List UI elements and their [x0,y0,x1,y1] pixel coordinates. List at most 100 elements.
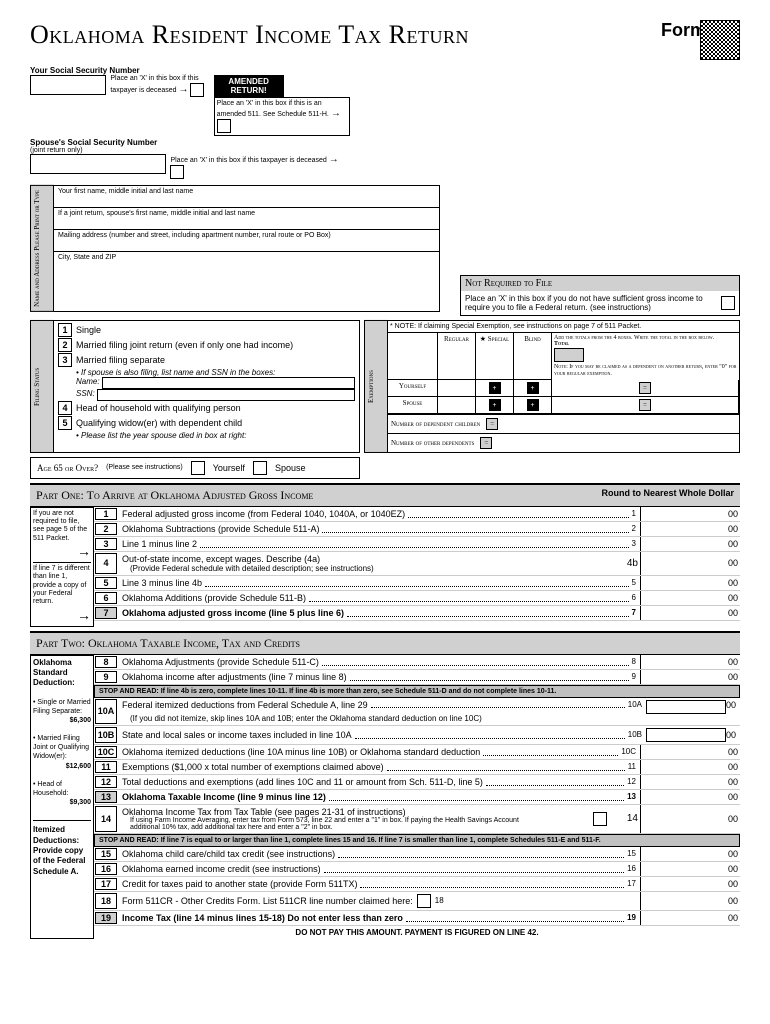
line-11-amount[interactable]: 00 [640,760,740,774]
line-2-amount[interactable]: 00 [640,522,740,536]
not-required-box: Not Required to File Place an 'X' in thi… [460,275,740,316]
arrow-icon: → [33,607,91,624]
header: Oklahoma Resident Income Tax Return Form… [30,20,740,62]
line-3-amount[interactable]: 00 [640,537,740,551]
part-one-header: Part One: To Arrive at Oklahoma Adjusted… [30,483,740,507]
spouse-regular[interactable] [438,397,476,414]
arrow-icon [331,111,341,118]
amended-title: AMENDEDRETURN! [214,75,284,97]
spouse-filing-note: • If spouse is also filing, list name an… [76,368,355,377]
your-ssn-label: Your Social Security Number [30,66,350,75]
filing-exemptions-row: Filing Status 1Single 2Married filing jo… [30,320,740,453]
main-title: Oklahoma Resident Income Tax Return [30,20,469,50]
ssn-section: Your Social Security Number Place an 'X'… [30,66,740,181]
line-5-amount[interactable]: 00 [640,576,740,590]
part-one-sidebar: If you are not required to file, see pag… [30,507,94,627]
line-14-box[interactable] [593,812,607,826]
spouse-ssn-label: Spouse's Social Security Number [30,138,350,147]
deceased-note-2: Place an 'X' in this box if this taxpaye… [170,154,350,179]
total-exemptions-box[interactable] [554,348,584,362]
part-two-lines: 8Oklahoma Adjustments (provide Schedule … [94,655,740,939]
line-7-amount[interactable]: 00 [640,606,740,620]
fs-5[interactable]: 5 [58,416,72,430]
arrow-icon [178,87,188,94]
stop-read-2: STOP AND READ: If line 7 is equal to or … [94,834,740,847]
line-8-amount[interactable]: 00 [640,655,740,669]
spouse-deceased-checkbox[interactable] [170,165,184,179]
other-dep-row: Number of other dependents = [388,433,739,452]
line-18-box[interactable] [417,894,431,908]
arrow-icon [329,157,339,164]
age65-spouse-checkbox[interactable] [253,461,267,475]
amended-block: AMENDEDRETURN! Place an 'X' in this box … [214,75,350,136]
fs-3[interactable]: 3 [58,353,72,367]
amended-checkbox[interactable] [217,119,231,133]
part-two-header: Part Two: Oklahoma Taxable Income, Tax a… [30,631,740,655]
line-1-amount[interactable]: 00 [640,507,740,521]
line-9-amount[interactable]: 00 [640,670,740,684]
plus-icon: + [489,399,501,411]
line-15-amount[interactable]: 00 [640,847,740,861]
arrow-icon: → [33,543,91,560]
exemptions-section: Exemptions * NOTE: If claiming Special E… [364,320,740,453]
fs-1[interactable]: 1 [58,323,72,337]
line-6-amount[interactable]: 00 [640,591,740,605]
filing-status-label: Filing Status [30,320,54,453]
city-state-zip-row[interactable]: City, State and ZIP [54,252,439,274]
not-required-checkbox[interactable] [721,296,735,310]
equals-icon: = [639,382,651,394]
exempt-note: * NOTE: If claiming Special Exemption, s… [388,321,739,333]
line-16-amount[interactable]: 00 [640,862,740,876]
exemptions-content: * NOTE: If claiming Special Exemption, s… [388,320,740,453]
equals-icon: = [486,418,498,430]
spouse-name-input[interactable] [102,377,355,389]
your-ssn-input[interactable] [30,75,106,95]
part-one-lines: 1Federal adjusted gross income (from Fed… [94,507,740,627]
filing-fields: 1Single 2Married filing joint return (ev… [54,320,360,453]
first-name-row[interactable]: Your first name, middle initial and last… [54,186,439,208]
spouse-ssn-input[interactable] [30,154,166,174]
name-address-label: Name and Address Please Print or Type [30,185,54,312]
fs-4[interactable]: 4 [58,401,72,415]
deceased-note-1: Place an 'X' in this box if this taxpaye… [110,75,209,97]
line-10c-amount[interactable]: 00 [640,745,740,759]
line-19-amount[interactable]: 00 [640,911,740,925]
joint-note: (joint return only) [30,147,350,154]
form-page: Oklahoma Resident Income Tax Return Form… [0,0,770,963]
plus-icon: + [527,399,539,411]
equals-icon: = [639,399,651,411]
line-14-amount[interactable]: 00 [640,805,740,833]
filing-status-section: Filing Status 1Single 2Married filing jo… [30,320,360,453]
spouse-ssn-input-2[interactable] [97,389,355,401]
your-deceased-checkbox[interactable] [190,83,204,97]
line-18-amount[interactable]: 00 [640,892,740,910]
exemptions-label: Exemptions [364,320,388,453]
exempt-grid: Regular ★ Special Blind Add the totals f… [388,333,739,414]
plus-icon: + [489,382,501,394]
line-10b-amount[interactable] [646,728,726,742]
line-10a-amount[interactable] [646,700,726,714]
not-required-body: Place an 'X' in this box if you do not h… [461,291,739,315]
age65-yourself-checkbox[interactable] [191,461,205,475]
age-65-row: Age 65 or Over? (Please see instructions… [30,457,360,479]
line-4b-amount[interactable]: 00 [640,552,740,575]
line-12-amount[interactable]: 00 [640,775,740,789]
dep-children-row: Number of dependent children = [388,414,739,433]
line-13-amount[interactable]: 00 [640,790,740,804]
mailing-address-row[interactable]: Mailing address (number and street, incl… [54,230,439,252]
stop-read-1: STOP AND READ: If line 4b is zero, compl… [94,685,740,698]
qr-code [700,20,740,60]
name-address-section: Name and Address Please Print or Type Yo… [30,185,440,312]
do-not-pay-note: DO NOT PAY THIS AMOUNT. PAYMENT IS FIGUR… [94,926,740,939]
age-65-label: Age 65 or Over? [37,463,98,473]
yourself-regular[interactable] [438,380,476,397]
fs-2[interactable]: 2 [58,338,72,352]
part-two-sidebar: Oklahoma Standard Deduction: • Single or… [30,655,94,939]
not-required-header: Not Required to File [461,276,739,291]
year-spouse-died-note: • Please list the year spouse died in bo… [76,431,355,440]
exempt-totals-note: Add the totals from the 4 boxes. Write t… [552,333,739,380]
spouse-name-row[interactable]: If a joint return, spouse's first name, … [54,208,439,230]
line-17-amount[interactable]: 00 [640,877,740,891]
plus-icon: + [527,382,539,394]
ssn-block: Your Social Security Number Place an 'X'… [30,66,350,181]
